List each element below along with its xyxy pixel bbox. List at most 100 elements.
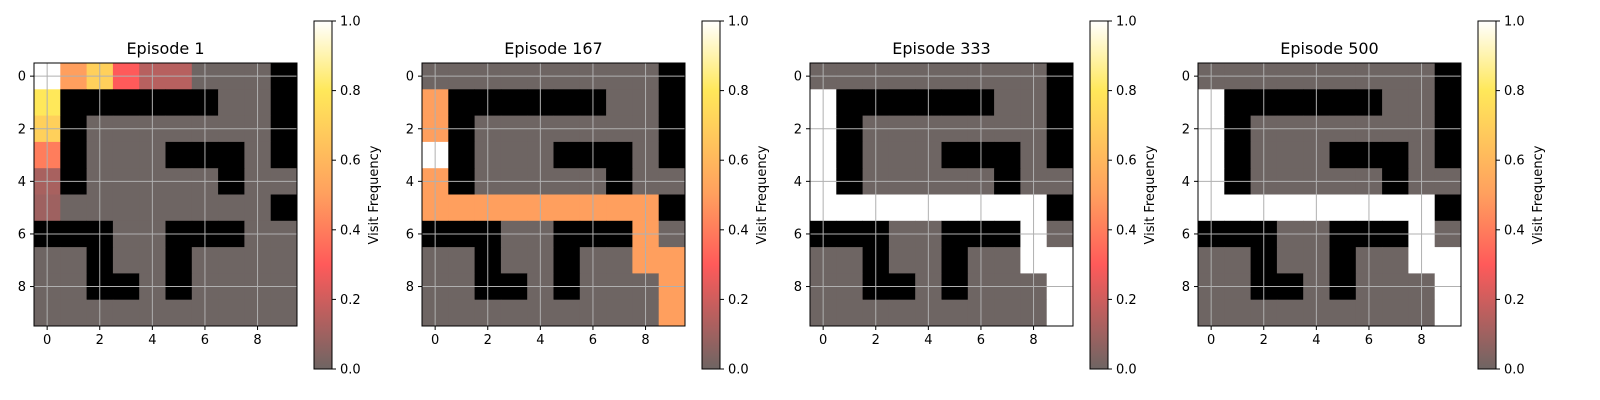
y-tick-label: 6	[794, 227, 802, 242]
floor-cell	[1329, 299, 1357, 327]
y-tick-label: 0	[794, 70, 802, 85]
wall-cell	[941, 247, 969, 274]
visit-cell	[1224, 194, 1251, 222]
floor-cell	[994, 247, 1021, 274]
wall-cell	[658, 89, 686, 116]
visit-cell	[1046, 247, 1074, 274]
colorbar: 0.0 0.2 0.4 0.6 0.8 1.0 Visit Frequency	[313, 15, 382, 378]
floor-cell	[165, 194, 193, 222]
floor-cell	[112, 141, 140, 169]
floor-cell	[112, 299, 140, 327]
visit-cell	[1382, 194, 1409, 222]
x-tick-label: 4	[924, 333, 932, 348]
x-tick-label: 4	[536, 333, 544, 348]
visit-cell	[658, 299, 686, 327]
wall-cell	[941, 141, 969, 169]
axes-frame	[809, 62, 1074, 327]
x-tick-label: 0	[1207, 333, 1215, 348]
floor-cell	[836, 247, 863, 274]
floor-cell	[888, 247, 916, 274]
wall-cell	[553, 141, 581, 169]
wall-cell	[1382, 141, 1409, 169]
visit-cell	[1434, 299, 1462, 327]
colorbar-tick-label: 1.0	[1504, 15, 1525, 30]
y-tick-label: 6	[18, 227, 26, 242]
panel-3: Episode 333 0 2 4 6 8 0 2 4 6 8 0.0 0.2 0.4 0.6 0.8 1.0 V…	[794, 15, 1158, 378]
wall-cell	[553, 247, 581, 274]
y-tick-label: 0	[18, 70, 26, 85]
floor-cell	[112, 247, 140, 274]
floor-cell	[270, 299, 298, 327]
wall-cell	[606, 141, 633, 169]
wall-cell	[1329, 247, 1357, 274]
wall-cell	[1276, 89, 1304, 116]
panel-title: Episode 1	[126, 39, 204, 58]
colorbar-gradient	[313, 20, 333, 370]
floor-cell	[888, 141, 916, 169]
y-tick-label: 0	[406, 70, 414, 85]
floor-cell	[448, 247, 475, 274]
x-tick-label: 2	[484, 333, 492, 348]
colorbar-tick-label: 0.2	[728, 293, 749, 308]
wall-cell	[1434, 89, 1462, 116]
y-tick-label: 8	[1182, 280, 1190, 295]
colorbar-tick-label: 0.0	[728, 363, 749, 378]
floor-cell	[606, 247, 633, 274]
floor-cell	[1224, 247, 1251, 274]
wall-cell	[1224, 89, 1251, 116]
wall-cell	[836, 89, 863, 116]
panel-4: Episode 500 0 2 4 6 8 0 2 4 6 8 0.0 0.2 0.4 0.6 0.8 1.0 V…	[1182, 15, 1546, 378]
x-tick-label: 6	[977, 333, 985, 348]
visit-cell	[553, 194, 581, 222]
floor-cell	[112, 194, 140, 222]
floor-cell	[606, 89, 633, 116]
x-tick-label: 0	[431, 333, 439, 348]
wall-cell	[994, 141, 1021, 169]
visit-cell	[448, 194, 475, 222]
colorbar-tick-label: 0.4	[1116, 223, 1137, 238]
y-tick-label: 2	[1182, 122, 1190, 137]
wall-cell	[270, 141, 298, 169]
floor-cell	[606, 299, 633, 327]
wall-cell	[165, 247, 193, 274]
wall-cell	[553, 89, 581, 116]
colorbar-tick-label: 0.8	[1116, 84, 1137, 99]
colorbar-label: Visit Frequency	[367, 145, 382, 244]
floor-cell	[500, 299, 528, 327]
wall-cell	[165, 89, 193, 116]
wall-cell	[448, 89, 475, 116]
y-tick-label: 4	[18, 175, 26, 190]
x-tick-label: 8	[1417, 333, 1425, 348]
wall-cell	[888, 89, 916, 116]
y-tick-label: 8	[794, 280, 802, 295]
floor-cell	[836, 299, 863, 327]
x-tick-label: 8	[1029, 333, 1037, 348]
colorbar-tick-label: 0.4	[1504, 223, 1525, 238]
floor-cell	[218, 247, 245, 274]
colorbar-tick-label: 0.8	[728, 84, 749, 99]
y-tick-label: 2	[406, 122, 414, 137]
wall-cell	[1046, 141, 1074, 169]
floor-cell	[1382, 89, 1409, 116]
visit-cell	[836, 194, 863, 222]
axes-frame	[33, 62, 298, 327]
wall-cell	[218, 141, 245, 169]
floor-cell	[60, 194, 87, 222]
visit-cell	[1046, 299, 1074, 327]
y-tick-label: 0	[1182, 70, 1190, 85]
panel-2: Episode 167 0 2 4 6 8 0 2 4 6 8 0.0 0.2 0.4 0.6 0.8 1.0 V…	[406, 15, 770, 378]
floor-cell	[994, 89, 1021, 116]
colorbar-label: Visit Frequency	[755, 145, 770, 244]
x-tick-label: 6	[1365, 333, 1373, 348]
colorbar-tick-label: 0.0	[1116, 363, 1137, 378]
wall-cell	[1329, 141, 1357, 169]
colorbar-label: Visit Frequency	[1143, 145, 1158, 244]
wall-cell	[270, 89, 298, 116]
y-tick-label: 2	[794, 122, 802, 137]
wall-cell	[500, 89, 528, 116]
wall-cell	[270, 194, 298, 222]
x-tick-label: 4	[1312, 333, 1320, 348]
y-tick-label: 6	[1182, 227, 1190, 242]
colorbar-tick-label: 1.0	[340, 15, 361, 30]
